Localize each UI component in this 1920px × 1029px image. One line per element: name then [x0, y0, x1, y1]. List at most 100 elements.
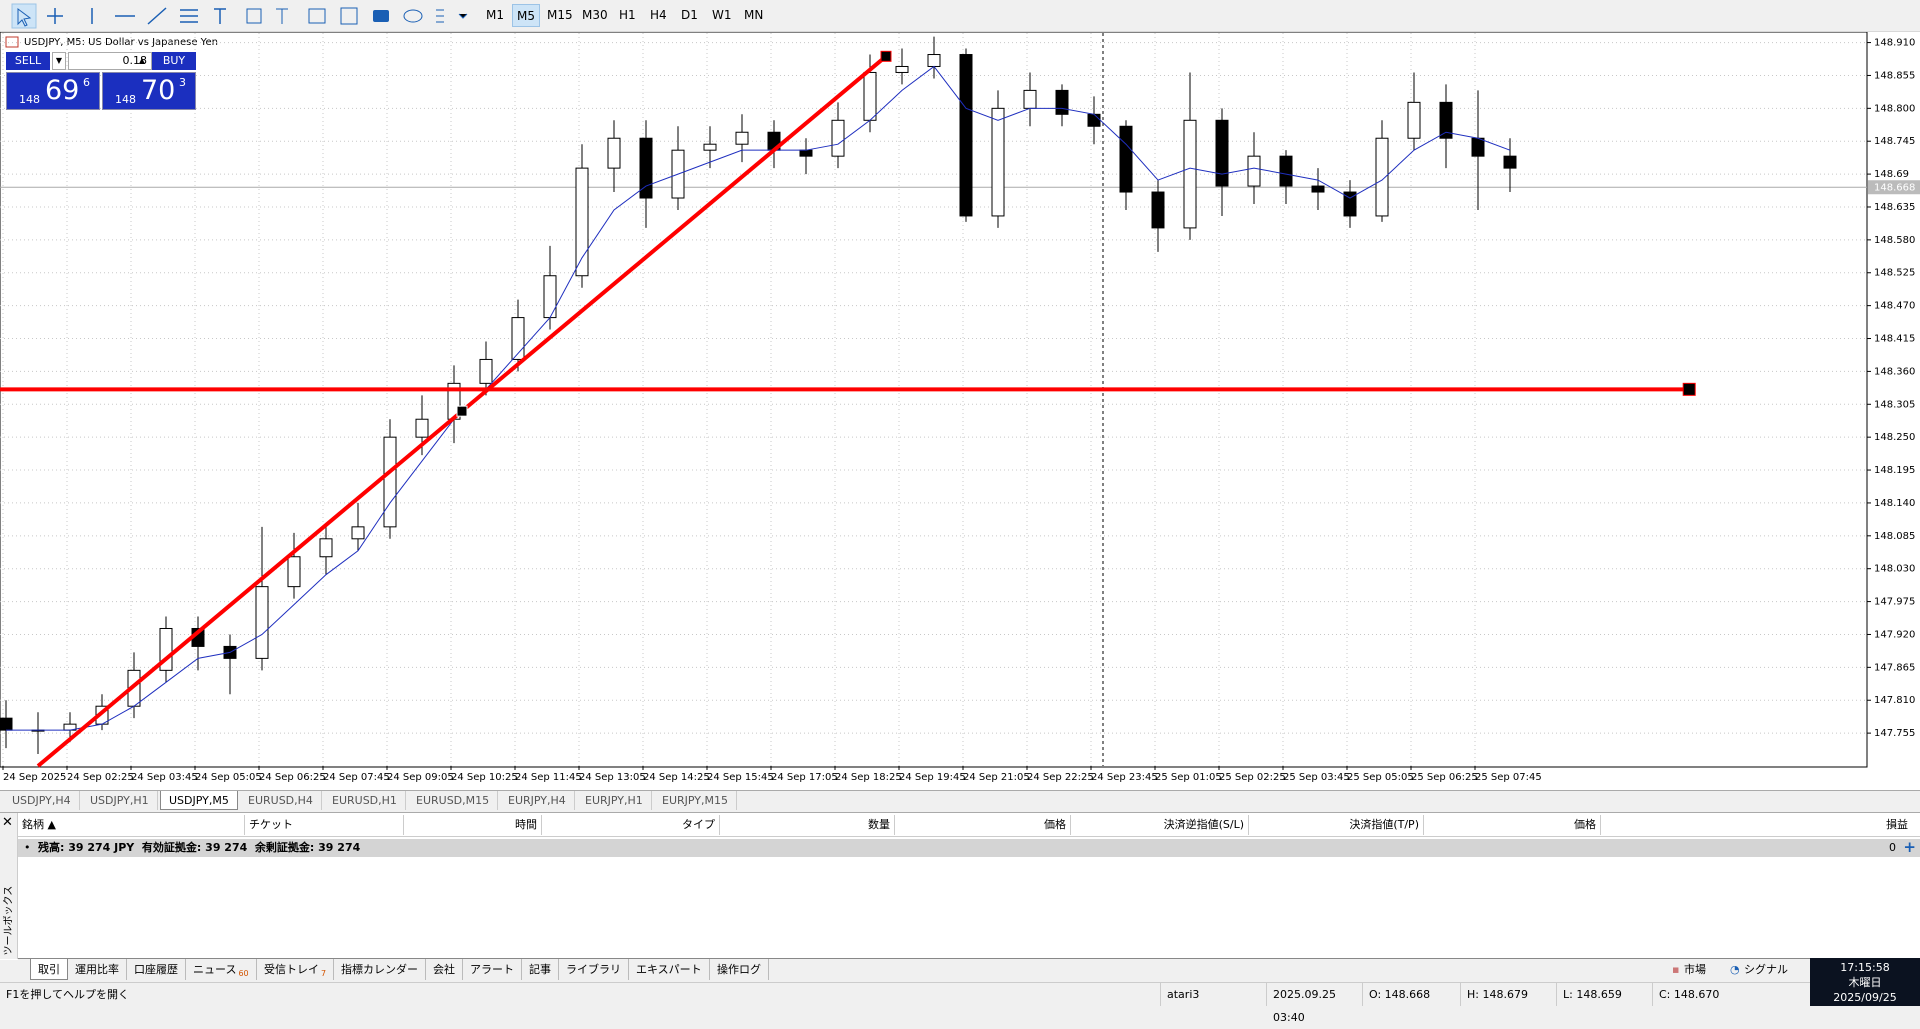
- candle-body: [959, 54, 973, 217]
- tab-badge: 60: [238, 969, 249, 979]
- x-tick-label: 24 Sep 23:45: [1091, 772, 1158, 783]
- bid-point: 6: [83, 76, 90, 89]
- add-button[interactable]: +: [1903, 838, 1916, 856]
- balance-row: • 残高: 39 274 JPY 有効証拠金: 39 274 余剰証拠金: 39…: [18, 839, 1920, 857]
- ellipse-tool[interactable]: [403, 9, 423, 23]
- candle-body: [831, 119, 845, 157]
- market-link[interactable]: 市場: [1684, 963, 1706, 976]
- terminal-tab[interactable]: ライブラリ: [559, 959, 629, 980]
- chart-tab[interactable]: USDJPY,H1: [82, 791, 158, 810]
- shapes-menu[interactable]: [436, 9, 468, 23]
- terminal-tab[interactable]: エキスパート: [629, 959, 710, 980]
- clock: 17:15:58 木曜日 2025/09/25: [1810, 958, 1920, 1006]
- candle-body: [863, 71, 877, 121]
- chart-tab[interactable]: USDJPY,M5: [160, 791, 238, 810]
- terminal-tab[interactable]: 会社: [426, 959, 463, 980]
- clock-date: 2025/09/25: [1833, 991, 1897, 1004]
- timeframe-button[interactable]: M1: [486, 8, 504, 22]
- timeframe-button[interactable]: H1: [619, 8, 636, 22]
- side-label: ツールボックス: [3, 885, 15, 956]
- timeframe-button[interactable]: M15: [547, 8, 573, 22]
- x-tick-label: 25 Sep 03:45: [1283, 772, 1350, 783]
- candle-body: [703, 143, 717, 151]
- bar-high: H: 148.679: [1460, 983, 1556, 1006]
- y-tick-label: 147.755: [1874, 728, 1915, 739]
- terminal-tab[interactable]: 操作ログ: [710, 959, 769, 980]
- one-click-panel: SELL ▼ 0.18 ▲ BUY 148 69 6 148 70 3: [6, 52, 196, 110]
- candle-body: [1023, 89, 1037, 109]
- lot-dropdown[interactable]: ▼: [52, 52, 66, 70]
- x-tick-label: 25 Sep 06:25: [1411, 772, 1478, 783]
- trendline-tool[interactable]: [147, 7, 167, 25]
- sell-button[interactable]: SELL: [6, 52, 50, 70]
- terminal-tab[interactable]: 指標カレンダー: [334, 959, 426, 980]
- candle-body: [1311, 185, 1325, 193]
- profile: atari3: [1160, 983, 1266, 1006]
- button-tool[interactable]: [373, 10, 389, 22]
- bullet: •: [24, 841, 31, 854]
- lot-input[interactable]: 0.18: [68, 52, 152, 70]
- column-header-cell: チケット: [245, 815, 404, 835]
- shape-tool[interactable]: [246, 8, 262, 24]
- candle-body: [1375, 137, 1389, 217]
- buy-button[interactable]: BUY: [152, 52, 196, 70]
- chart-tab[interactable]: USDJPY,H4: [4, 791, 80, 810]
- chart: USDJPY, M5: US Dollar vs Japanese Yen 14…: [0, 31, 1920, 783]
- chart-window: USDJPY, M5: US Dollar vs Japanese Yen 14…: [0, 31, 1920, 790]
- x-tick-label: 24 Sep 10:25: [451, 772, 518, 783]
- y-tick-label: 148.195: [1874, 465, 1915, 476]
- ask-big: 148: [115, 93, 136, 106]
- candle-body: [287, 556, 301, 588]
- candle-body: [479, 358, 493, 384]
- chart-tab[interactable]: EURUSD,M15: [408, 791, 499, 810]
- signal-link[interactable]: シグナル: [1744, 963, 1788, 976]
- chart-tab[interactable]: EURJPY,H4: [500, 791, 575, 810]
- terminal-tab[interactable]: 受信トレイ 7: [257, 959, 335, 980]
- candle-body: [383, 436, 397, 528]
- chart-tab[interactable]: EURJPY,H1: [577, 791, 652, 810]
- chart-tab[interactable]: EURUSD,H4: [240, 791, 322, 810]
- timeframe-button[interactable]: W1: [712, 8, 732, 22]
- column-header-cell: 価格: [1424, 815, 1601, 835]
- terminal-tab[interactable]: アラート: [463, 959, 522, 980]
- bid-pips: 69: [45, 75, 80, 106]
- timeframe-button[interactable]: M30: [582, 8, 608, 22]
- timeframe-button[interactable]: H4: [650, 8, 667, 22]
- timeframe-button[interactable]: M5: [512, 4, 540, 27]
- label-tool[interactable]: [276, 8, 288, 24]
- lot-spin[interactable]: ▲: [138, 56, 146, 65]
- timeframe-button[interactable]: MN: [744, 8, 764, 22]
- cursor-icon: [17, 8, 32, 27]
- clock-time: 17:15:58: [1840, 961, 1890, 974]
- text-tool[interactable]: [214, 8, 226, 24]
- timeframe-button[interactable]: D1: [681, 8, 698, 22]
- ask-pips: 70: [141, 75, 176, 106]
- candle-body: [1279, 155, 1293, 187]
- bar-low: L: 148.659: [1556, 983, 1652, 1006]
- close-button[interactable]: ✕: [2, 815, 13, 830]
- chart-tab[interactable]: EURUSD,H1: [324, 791, 406, 810]
- terminal-tab[interactable]: ニュース 60: [186, 959, 257, 980]
- terminal-tab[interactable]: 口座履歴: [127, 959, 186, 980]
- market-icon: ▪: [1672, 963, 1680, 976]
- candle-body: [1151, 191, 1165, 229]
- crosshair-tool[interactable]: [47, 8, 63, 24]
- x-tick-label: 24 Sep 06:25: [259, 772, 326, 783]
- terminal-tab[interactable]: 取引: [30, 959, 68, 980]
- x-tick-label: 24 Sep 18:25: [835, 772, 902, 783]
- chart-tab[interactable]: EURJPY,M15: [654, 791, 737, 810]
- x-tick-label: 24 Sep 07:45: [323, 772, 390, 783]
- indicator-tool[interactable]: [340, 7, 358, 25]
- object-tool[interactable]: [308, 8, 326, 24]
- x-tick-label: 24 Sep 21:05: [963, 772, 1030, 783]
- column-header: 銘柄 ▲ チケット 時間 タイプ 数量 価格 決済逆指値(S/L) 決済指値(T/P) 価格 損益: [18, 813, 1920, 837]
- x-tick-label: 24 Sep 17:05: [771, 772, 838, 783]
- plot-area: [0, 31, 1868, 768]
- terminal-tab[interactable]: 運用比率: [68, 959, 127, 980]
- profit: 0: [1889, 841, 1896, 854]
- channel-tool[interactable]: [180, 9, 198, 23]
- bid-price[interactable]: 148 69 6: [6, 72, 100, 110]
- ask-price[interactable]: 148 70 3: [102, 72, 196, 110]
- column-header-cell: 数量: [720, 815, 895, 835]
- terminal-tab[interactable]: 記事: [522, 959, 559, 980]
